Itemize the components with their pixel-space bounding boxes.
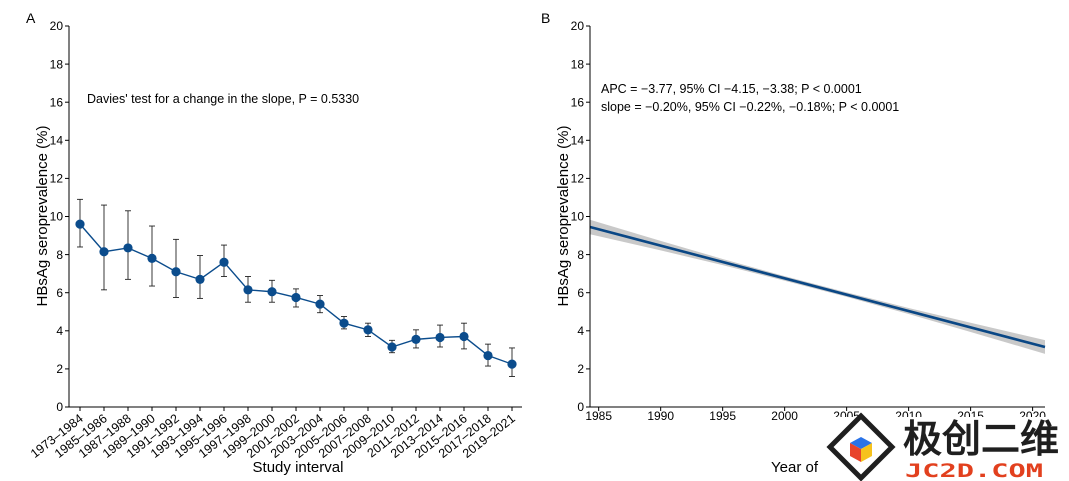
data-point xyxy=(75,219,85,229)
y-tick-label: 10 xyxy=(50,210,64,224)
panel-a-x-axis-title: Study interval xyxy=(253,459,344,476)
data-point xyxy=(411,334,421,344)
data-point xyxy=(195,274,205,284)
data-point xyxy=(459,331,469,342)
y-tick-label: 8 xyxy=(56,248,63,262)
cube-left-face xyxy=(850,443,861,462)
y-tick-label: 2 xyxy=(577,362,584,376)
y-tick-label: 4 xyxy=(56,324,63,338)
panel-a-label: A xyxy=(26,10,36,26)
y-tick-label: 6 xyxy=(56,286,63,300)
panel-a-plot-marks xyxy=(75,198,517,377)
y-tick-label: 14 xyxy=(571,134,585,148)
y-tick-label: 20 xyxy=(571,19,585,33)
y-tick-label: 14 xyxy=(50,134,64,148)
y-tick-label: 6 xyxy=(577,286,584,300)
data-point xyxy=(147,253,157,264)
panel-b-annotation-apc: APC = −3.77, 95% CI −4.15, −3.38; P < 0.… xyxy=(601,82,862,96)
data-point xyxy=(435,332,445,343)
y-tick-label: 18 xyxy=(571,57,585,71)
panel-b-y-axis-title: HBsAg seroprevalence (%) xyxy=(555,126,572,307)
data-point xyxy=(219,257,229,267)
y-tick-label: 18 xyxy=(50,57,64,71)
panel-b-label: B xyxy=(541,10,550,26)
data-point xyxy=(483,350,493,361)
y-tick-label: 0 xyxy=(56,400,63,414)
y-tick-label: 12 xyxy=(571,172,585,186)
y-tick-label: 16 xyxy=(571,95,585,109)
panel-a-y-axis-title: HBsAg seroprevalence (%) xyxy=(34,126,51,307)
panel-b-x-axis-title: Year of xyxy=(771,459,819,476)
y-tick-label: 16 xyxy=(50,95,64,109)
x-tick-label: 1990 xyxy=(647,409,674,423)
panel-a: A 0 2 4 6 8 10 12 14 16 18 20 1973–19841985–198619… xyxy=(26,10,522,476)
data-point xyxy=(507,359,517,369)
watermark-logo-icon xyxy=(826,412,896,481)
data-point xyxy=(267,287,277,297)
data-point xyxy=(99,247,109,257)
data-point xyxy=(291,292,301,303)
y-tick-label: 2 xyxy=(56,362,63,376)
panel-a-y-ticks: 0 2 4 6 8 10 12 14 16 18 20 xyxy=(50,19,69,414)
watermark-logo-subtext: JC2D.COM xyxy=(905,460,1043,481)
panel-b-plot-marks xyxy=(589,219,1046,354)
data-point xyxy=(171,267,181,277)
diamond-outline-icon xyxy=(826,412,896,481)
y-tick-label: 0 xyxy=(577,400,584,414)
data-point xyxy=(387,342,397,352)
cube-right-face xyxy=(861,443,872,462)
data-point xyxy=(339,318,349,328)
panel-a-annotation: Davies' test for a change in the slope, … xyxy=(87,92,359,106)
watermark: 极创二维 JC2D.COM xyxy=(822,412,1069,481)
x-tick-label: 1985 xyxy=(585,409,612,423)
y-tick-label: 10 xyxy=(571,210,585,224)
x-tick-label: 1995 xyxy=(709,409,736,423)
y-tick-label: 8 xyxy=(577,248,584,262)
data-point xyxy=(243,285,253,295)
y-tick-label: 12 xyxy=(50,172,64,186)
panel-b-x-ticks: 1985 1990 1995 2000 2005 2010 2015 2020 xyxy=(585,407,1046,423)
y-tick-label: 20 xyxy=(50,19,64,33)
panel-b-annotation-slope: slope = −0.20%, 95% CI −0.22%, −0.18%; P… xyxy=(601,100,899,114)
regression-line xyxy=(589,225,1046,349)
data-point xyxy=(363,325,373,335)
panel-b-y-ticks: 0 2 4 6 8 10 12 14 16 18 20 xyxy=(571,19,590,414)
x-tick-label: 2000 xyxy=(771,409,798,423)
data-point xyxy=(123,243,133,253)
data-point xyxy=(315,299,325,309)
panel-a-x-ticks: 1973–19841985–19861987–19881989–19901991… xyxy=(28,407,518,461)
watermark-logo-text: 极创二维 xyxy=(903,417,1059,461)
y-tick-label: 4 xyxy=(577,324,584,338)
